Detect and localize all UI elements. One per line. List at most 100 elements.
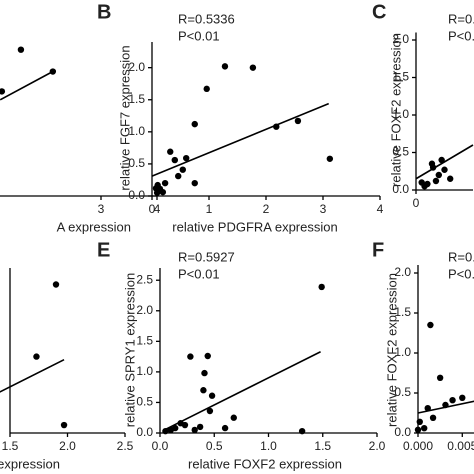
trend-line (0, 70, 54, 101)
data-point (181, 421, 189, 429)
x-tick-label: 0 (413, 196, 420, 210)
data-point (203, 85, 210, 93)
data-point (162, 427, 169, 435)
trend-line (151, 102, 330, 177)
data-point (438, 156, 445, 164)
y-tick-label: 2.0 (136, 303, 153, 317)
data-point (152, 185, 160, 192)
data-point (191, 426, 198, 434)
x-tick-label: 1.5 (2, 439, 19, 453)
panel-label: E (97, 239, 110, 261)
y-axis-label: relative FOXF2 expression (388, 33, 403, 187)
data-point (428, 160, 436, 167)
data-point (201, 369, 208, 377)
x-tick-label: 3 (320, 202, 327, 216)
x-tick-label: 0 (149, 202, 156, 216)
y-tick-label: 2.0 (128, 60, 145, 74)
data-point (171, 424, 179, 432)
x-tick-label: 2.5 (117, 439, 134, 453)
x-tick-label: 3 (98, 202, 105, 216)
stat-annotation: R=0.5927 (178, 249, 235, 264)
y-tick-label: 1.5 (136, 334, 153, 348)
data-point (52, 281, 60, 288)
y-tick-label: 0.0 (136, 425, 153, 439)
data-point (221, 63, 229, 70)
stat-annotation: P<0.01 (448, 28, 474, 43)
x-axis-label: relative PDGFRA expression (172, 219, 337, 234)
x-axis-label: A expression (57, 219, 131, 234)
y-tick-label: 1.0 (394, 345, 411, 359)
data-point (167, 148, 174, 155)
y-axis-label: relative FOXF2 expression (384, 273, 399, 427)
data-point (60, 421, 68, 429)
stat-annotation: R=0.3 (448, 249, 474, 264)
x-tick-label: 1.5 (314, 439, 331, 453)
data-point (416, 418, 423, 425)
data-point (421, 425, 428, 432)
data-point (326, 155, 334, 162)
data-point (0, 88, 6, 95)
data-point (249, 64, 257, 71)
data-point (33, 353, 40, 360)
y-tick-label: 2.5 (136, 272, 153, 286)
data-point (449, 397, 456, 404)
x-tick-label: 0.000 (403, 439, 433, 453)
data-point (318, 283, 325, 291)
x-tick-label: 2 (263, 202, 270, 216)
data-point (200, 387, 207, 394)
y-tick-label: 0.5 (136, 395, 153, 409)
trend-line (163, 351, 321, 431)
data-point (436, 374, 444, 381)
y-tick-label: 1.5 (394, 305, 411, 319)
x-tick-label: 2.0 (59, 439, 76, 453)
x-tick-label: 4 (377, 202, 384, 216)
y-tick-label: 1.0 (136, 364, 153, 378)
data-point (435, 171, 442, 179)
x-tick-label: 0.005 (447, 439, 474, 453)
x-tick-label: 1.0 (260, 439, 277, 453)
x-tick-label: 4 (154, 202, 161, 216)
trend-line (415, 144, 474, 180)
data-point (191, 179, 198, 187)
data-point (159, 188, 167, 196)
stat-annotation: R=0.4 (448, 11, 474, 26)
data-point (298, 427, 306, 435)
data-point (418, 179, 425, 186)
panel-label: B (97, 1, 111, 23)
data-point (161, 179, 169, 187)
x-tick-label: 0.5 (206, 439, 223, 453)
x-axis-label: expression (0, 456, 60, 471)
y-axis-label: relative FGF7 expression (117, 45, 132, 190)
data-point (424, 405, 431, 412)
y-tick-label: 0.5 (128, 156, 145, 170)
y-tick-label: 0.0 (128, 188, 145, 202)
x-tick-label: 1 (206, 202, 213, 216)
y-tick-label: 0.0 (392, 182, 409, 196)
data-point (183, 154, 190, 162)
stat-annotation: R=0.5336 (178, 11, 235, 26)
trend-line (0, 358, 65, 393)
data-point (441, 166, 448, 173)
data-point (196, 423, 204, 431)
data-point (171, 156, 178, 164)
y-axis-label: relative SPRY1 expression (122, 273, 137, 427)
y-tick-label: 0.5 (392, 145, 409, 159)
y-tick-label: 1.5 (392, 70, 409, 84)
x-tick-label: 2.0 (369, 439, 386, 453)
data-point (17, 46, 25, 53)
data-point (429, 414, 437, 421)
data-point (206, 407, 214, 415)
data-point (208, 392, 216, 399)
data-point (230, 414, 237, 421)
panel-label: F (372, 239, 384, 261)
data-point (427, 321, 434, 329)
y-tick-label: 1.0 (128, 124, 145, 138)
data-point (432, 177, 440, 185)
data-point (459, 394, 466, 401)
y-tick-label: 1.0 (392, 107, 409, 121)
stat-annotation: P<0.0 (448, 266, 474, 281)
stat-annotation: P<0.01 (178, 266, 220, 281)
x-axis-label: relative FOXF2 expression (188, 456, 342, 471)
